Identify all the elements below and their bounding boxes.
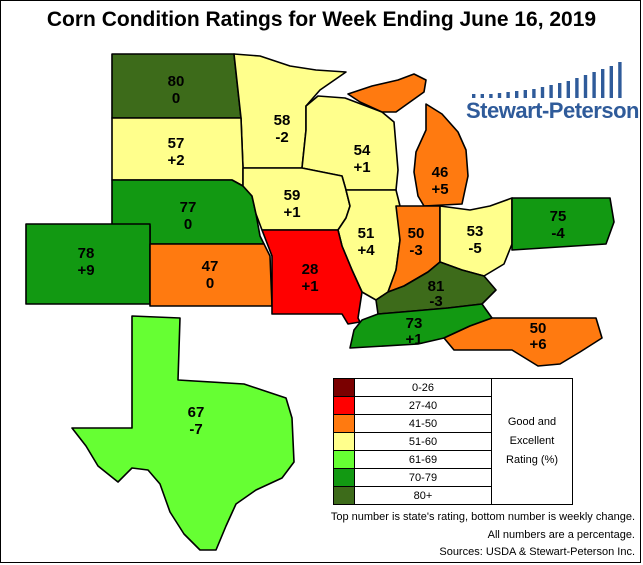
rating-CO: 78 — [78, 245, 95, 262]
change-KS: 0 — [206, 275, 214, 292]
legend-swatch — [333, 432, 355, 451]
change-MO: +1 — [301, 278, 318, 295]
state-PA — [511, 197, 615, 251]
rating-IA: 59 — [284, 187, 301, 204]
legend-range: 41-50 — [354, 414, 492, 433]
legend-range: 70-79 — [354, 468, 492, 487]
rating-NC: 50 — [530, 320, 547, 337]
state-MI-upper — [347, 73, 427, 113]
note-line-3: Sources: USDA & Stewart-Peterson Inc. — [439, 546, 635, 558]
logo-bar — [558, 83, 562, 98]
logo-bar — [575, 78, 579, 98]
logo-bar — [618, 62, 622, 98]
legend-swatch — [333, 378, 355, 397]
change-TN: +1 — [405, 331, 422, 348]
rating-ND: 80 — [168, 73, 185, 90]
rating-TN: 73 — [406, 315, 423, 332]
change-KY: -3 — [429, 293, 442, 310]
rating-NE: 77 — [180, 199, 197, 216]
change-WI: +1 — [353, 159, 370, 176]
rating-PA: 75 — [550, 208, 567, 225]
state-KS — [149, 243, 273, 307]
legend-range: 0-26 — [354, 378, 492, 397]
logo-bar — [497, 93, 502, 98]
change-IA: +1 — [283, 204, 300, 221]
rating-IL: 51 — [358, 225, 375, 242]
legend-range: 80+ — [354, 486, 492, 505]
stewart-peterson-logo: Stewart-Peterson — [466, 60, 639, 132]
legend-side-line-1: Good and — [507, 416, 557, 428]
logo-bar — [601, 69, 605, 98]
state-MI-lower — [413, 103, 469, 207]
logo-bar — [540, 87, 545, 98]
legend-side-line-2: Excellent — [509, 435, 555, 447]
legend-side-label: Good and Excellent Rating (%) — [491, 378, 573, 505]
signal-bars-icon — [472, 62, 622, 98]
rating-TX: 67 — [188, 404, 205, 421]
logo-bar — [549, 85, 553, 98]
legend: 0-26 Good and Excellent Rating (%) 27-40… — [333, 378, 573, 505]
logo-bar — [532, 89, 536, 98]
legend-swatch — [333, 396, 355, 415]
state-WI — [301, 95, 399, 191]
change-ND: 0 — [172, 90, 180, 107]
legend-swatch — [333, 486, 355, 505]
change-MN: -2 — [275, 129, 288, 146]
change-SD: +2 — [167, 152, 184, 169]
logo-bar — [489, 94, 493, 98]
rating-MN: 58 — [274, 112, 291, 129]
map-title: Corn Condition Ratings for Week Ending J… — [46, 8, 597, 31]
rating-KS: 47 — [202, 258, 219, 275]
change-IL: +4 — [357, 242, 375, 259]
logo-bar — [480, 94, 484, 98]
legend-range: 61-69 — [354, 450, 492, 469]
legend-swatch — [333, 450, 355, 469]
rating-MO: 28 — [302, 261, 319, 278]
note-line-2: All numbers are a percentage. — [487, 529, 635, 541]
legend-row: 0-26 Good and Excellent Rating (%) — [333, 378, 573, 505]
change-PA: -4 — [551, 225, 565, 242]
change-OH: -5 — [468, 240, 481, 257]
legend-range: 27-40 — [354, 396, 492, 415]
logo-bar — [592, 72, 596, 98]
logo-bar — [523, 90, 527, 98]
logo-bar — [515, 91, 519, 98]
state-NC — [443, 317, 603, 367]
legend-row: 27-40 — [333, 396, 573, 415]
state-TX — [71, 315, 295, 551]
logo-bar — [506, 92, 510, 98]
legend-range: 51-60 — [354, 432, 492, 451]
legend-swatch — [333, 468, 355, 487]
logo-text: Stewart-Peterson — [466, 98, 639, 123]
change-CO: +9 — [77, 262, 94, 279]
state-MO — [261, 229, 363, 325]
legend-row: 80+ — [333, 486, 573, 505]
rating-OH: 53 — [467, 223, 484, 240]
logo-bar — [566, 81, 570, 98]
logo-bar — [472, 94, 476, 98]
change-MI: +5 — [431, 181, 448, 198]
note-line-1: Top number is state's rating, bottom num… — [330, 511, 635, 523]
change-NE: 0 — [184, 216, 192, 233]
rating-IN: 50 — [408, 225, 425, 242]
logo-bar — [609, 66, 613, 98]
change-IN: -3 — [409, 242, 422, 259]
rating-MI: 46 — [432, 164, 449, 181]
rating-KY: 81 — [428, 278, 445, 295]
change-NC: +6 — [529, 336, 546, 353]
legend-side-line-3: Rating (%) — [506, 454, 558, 466]
rating-WI: 54 — [354, 142, 371, 159]
change-TX: -7 — [189, 421, 202, 438]
legend-swatch — [333, 414, 355, 433]
rating-SD: 57 — [168, 135, 185, 152]
logo-bar — [583, 75, 588, 98]
